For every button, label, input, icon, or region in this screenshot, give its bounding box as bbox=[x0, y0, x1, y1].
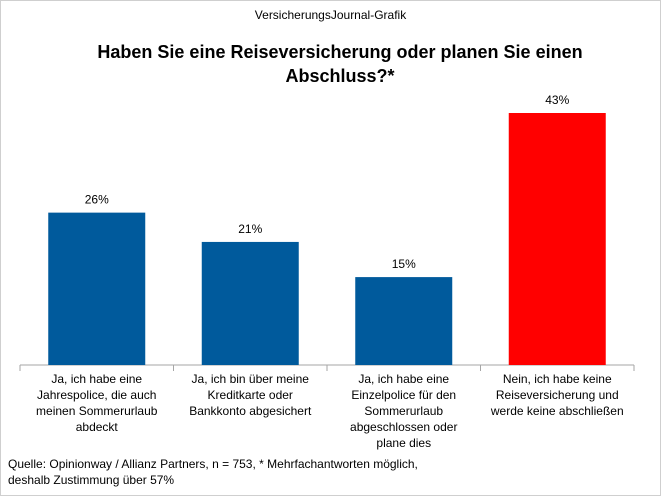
footnote-line-2: deshalb Zustimmung über 57% bbox=[8, 473, 175, 487]
footnote-line-1: Quelle: Opinionway / Allianz Partners, n… bbox=[8, 457, 418, 471]
data-label-3: 15% bbox=[392, 257, 416, 271]
bar-3 bbox=[355, 277, 453, 365]
category-label-3: Ja, ich habe eine Einzelpolice für den S… bbox=[350, 372, 458, 450]
data-label-4: 43% bbox=[545, 93, 569, 107]
data-label-2: 21% bbox=[238, 222, 262, 236]
bar-4 bbox=[508, 113, 606, 365]
category-label-1: Ja, ich habe eine Jahrespolice, die auch… bbox=[36, 372, 158, 434]
chart-source-header: VersicherungsJournal-Grafik bbox=[254, 8, 407, 22]
bar-1 bbox=[48, 212, 146, 365]
category-label-2: Ja, ich bin über meine Kreditkarte oder … bbox=[189, 372, 312, 418]
data-label-1: 26% bbox=[85, 193, 109, 207]
chart-title: Haben Sie eine Reiseversicherung oder pl… bbox=[97, 42, 583, 86]
bar-2 bbox=[201, 241, 299, 365]
footnote: Quelle: Opinionway / Allianz Partners, n… bbox=[8, 456, 488, 488]
category-label-4: Nein, ich habe keine Reiseversicherung u… bbox=[490, 372, 624, 418]
